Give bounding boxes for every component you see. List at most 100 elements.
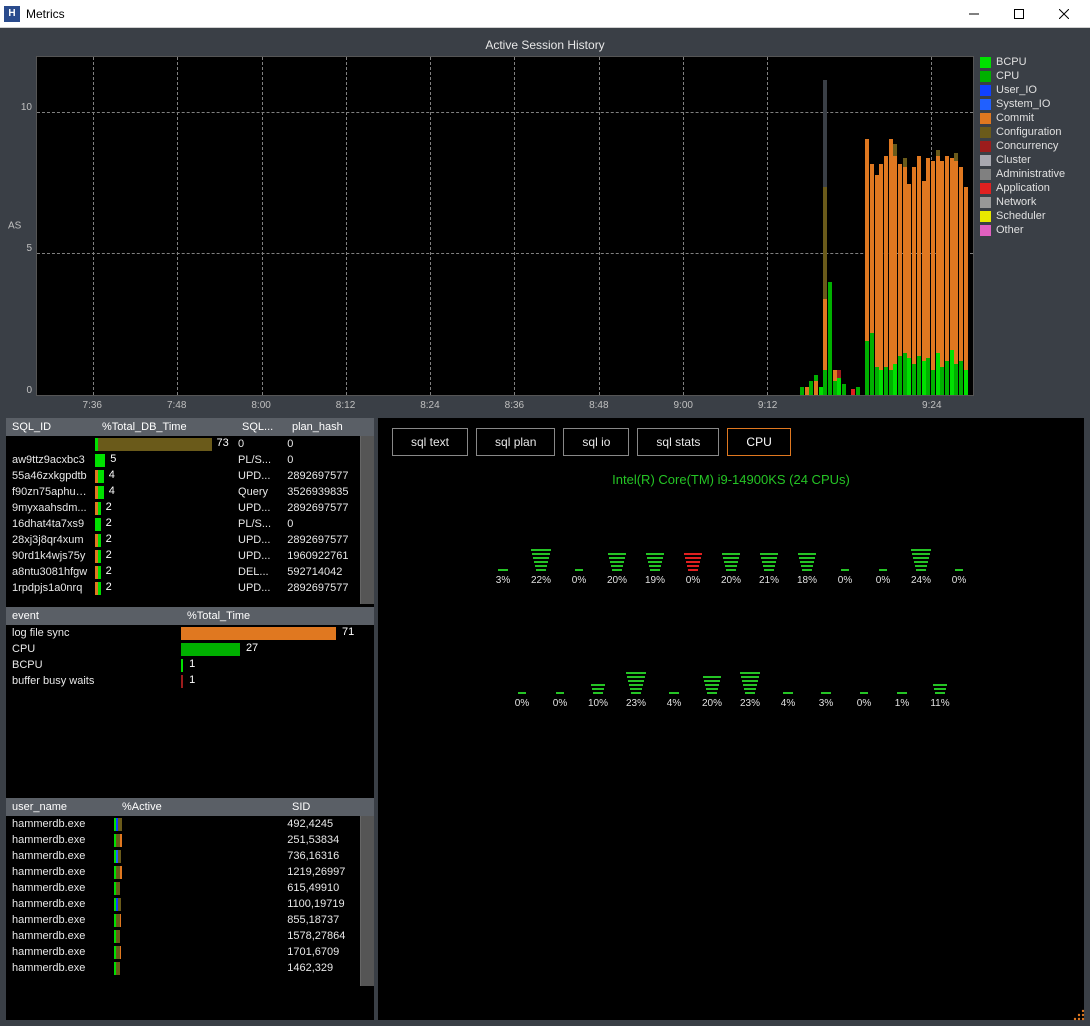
cpu-core-pct: 22% — [527, 575, 555, 586]
table-row[interactable]: aw9ttz9acxbc35PL/S...0 — [6, 452, 360, 468]
sql-table: SQL_ID%Total_DB_TimeSQL...plan_hash 7300… — [6, 418, 374, 604]
column-header[interactable]: user_name — [6, 798, 116, 816]
legend-item[interactable]: Other — [980, 224, 1084, 236]
cpu-core-pct: 19% — [641, 575, 669, 586]
legend-item[interactable]: Commit — [980, 112, 1084, 124]
legend-item[interactable]: CPU — [980, 70, 1084, 82]
table-row[interactable]: hammerdb.exe615,49910 — [6, 880, 360, 896]
tab-CPU[interactable]: CPU — [727, 428, 790, 456]
legend-item[interactable]: Administrative — [980, 168, 1084, 180]
right-panel: sql text sql plan sql io sql stats CPU Intel… — [378, 418, 1084, 1020]
x-tick: 9:00 — [673, 400, 692, 411]
column-header[interactable]: event — [6, 607, 181, 625]
scrollbar[interactable] — [360, 436, 374, 604]
tab-sql-text[interactable]: sql text — [392, 428, 468, 456]
column-header[interactable]: SQL... — [236, 418, 286, 436]
titlebar: H Metrics — [0, 0, 1090, 28]
legend-swatch — [980, 211, 991, 222]
cpu-core: 1% — [888, 666, 916, 709]
table-row[interactable]: 9myxaahsdm...2UPD...2892697577 — [6, 500, 360, 516]
ash-chart: Active Session History AS 0510 BCPUCPUUs… — [6, 34, 1084, 414]
legend-item[interactable]: Scheduler — [980, 210, 1084, 222]
column-header[interactable]: %Active — [116, 798, 286, 816]
table-row[interactable]: 16dhat4ta7xs92PL/S...0 — [6, 516, 360, 532]
column-header[interactable]: %Total_DB_Time — [96, 418, 236, 436]
chart-plot[interactable] — [36, 56, 974, 396]
cpu-core: 0% — [508, 666, 536, 709]
tab-sql-stats[interactable]: sql stats — [637, 428, 719, 456]
table-row[interactable]: hammerdb.exe1578,27864 — [6, 928, 360, 944]
cpu-core: 18% — [793, 543, 821, 586]
legend-item[interactable]: System_IO — [980, 98, 1084, 110]
column-header[interactable]: plan_hash — [286, 418, 366, 436]
legend-label: Concurrency — [996, 140, 1058, 152]
y-tick: 10 — [21, 102, 32, 113]
table-row[interactable]: log file sync71 — [6, 625, 374, 641]
column-header[interactable]: %Total_Time — [181, 607, 366, 625]
cpu-core-pct: 0% — [679, 575, 707, 586]
legend-label: Administrative — [996, 168, 1065, 180]
x-tick: 8:48 — [589, 400, 608, 411]
cpu-core-pct: 4% — [660, 698, 688, 709]
table-row[interactable]: BCPU1 — [6, 657, 374, 673]
cpu-title: Intel(R) Core(TM) i9-14900KS (24 CPUs) — [378, 472, 1084, 487]
cpu-core: 0% — [850, 666, 878, 709]
table-row[interactable]: hammerdb.exe492,4245 — [6, 816, 360, 832]
legend-item[interactable]: Configuration — [980, 126, 1084, 138]
cpu-core-pct: 0% — [546, 698, 574, 709]
legend-item[interactable]: Cluster — [980, 154, 1084, 166]
resize-grip-icon[interactable] — [1070, 1006, 1086, 1022]
legend-label: System_IO — [996, 98, 1050, 110]
cpu-core-pct: 4% — [774, 698, 802, 709]
legend-item[interactable]: User_IO — [980, 84, 1084, 96]
table-row[interactable]: hammerdb.exe251,53834 — [6, 832, 360, 848]
cpu-core-pct: 3% — [489, 575, 517, 586]
legend-item[interactable]: BCPU — [980, 56, 1084, 68]
table-row[interactable]: hammerdb.exe1219,26997 — [6, 864, 360, 880]
cpu-core: 21% — [755, 543, 783, 586]
cpu-core: 0% — [546, 666, 574, 709]
scrollbar[interactable] — [360, 816, 374, 986]
window-title: Metrics — [26, 7, 951, 21]
table-row[interactable]: 28xj3j8qr4xum2UPD...2892697577 — [6, 532, 360, 548]
column-header[interactable]: SID — [286, 798, 366, 816]
tab-sql-plan[interactable]: sql plan — [476, 428, 555, 456]
legend-item[interactable]: Application — [980, 182, 1084, 194]
cpu-core-pct: 18% — [793, 575, 821, 586]
cpu-core: 0% — [945, 543, 973, 586]
cpu-core: 0% — [831, 543, 859, 586]
x-tick: 9:12 — [758, 400, 777, 411]
x-tick: 8:36 — [505, 400, 524, 411]
table-row[interactable]: 1rpdpjs1a0nrq2UPD...2892697577 — [6, 580, 360, 596]
cpu-core: 3% — [812, 666, 840, 709]
table-row[interactable]: hammerdb.exe1701,6709 — [6, 944, 360, 960]
table-row[interactable]: CPU27 — [6, 641, 374, 657]
minimize-button[interactable] — [951, 0, 996, 28]
x-tick: 8:24 — [420, 400, 439, 411]
left-panel: SQL_ID%Total_DB_TimeSQL...plan_hash 7300… — [6, 418, 374, 1020]
legend-item[interactable]: Network — [980, 196, 1084, 208]
table-row[interactable]: hammerdb.exe736,16316 — [6, 848, 360, 864]
table-row[interactable]: 90rd1k4wjs75y2UPD...1960922761 — [6, 548, 360, 564]
legend-swatch — [980, 155, 991, 166]
close-button[interactable] — [1041, 0, 1086, 28]
column-header[interactable]: SQL_ID — [6, 418, 96, 436]
cpu-core: 4% — [774, 666, 802, 709]
table-row[interactable]: a8ntu3081hfgw2DEL...592714042 — [6, 564, 360, 580]
table-row[interactable]: hammerdb.exe1100,19719 — [6, 896, 360, 912]
table-row[interactable]: hammerdb.exe855,18737 — [6, 912, 360, 928]
table-row[interactable]: f90zn75aphu4...4Query3526939835 — [6, 484, 360, 500]
legend-swatch — [980, 183, 991, 194]
cpu-core: 20% — [698, 666, 726, 709]
legend-swatch — [980, 197, 991, 208]
tab-sql-io[interactable]: sql io — [563, 428, 629, 456]
table-row[interactable]: hammerdb.exe1462,329 — [6, 960, 360, 976]
maximize-button[interactable] — [996, 0, 1041, 28]
legend-item[interactable]: Concurrency — [980, 140, 1084, 152]
cpu-core-pct: 20% — [603, 575, 631, 586]
legend-label: Commit — [996, 112, 1034, 124]
table-row[interactable]: 55a46zxkgpdtb4UPD...2892697577 — [6, 468, 360, 484]
table-row[interactable]: 7300 — [6, 436, 360, 452]
table-row[interactable]: buffer busy waits1 — [6, 673, 374, 689]
cpu-core: 20% — [717, 543, 745, 586]
